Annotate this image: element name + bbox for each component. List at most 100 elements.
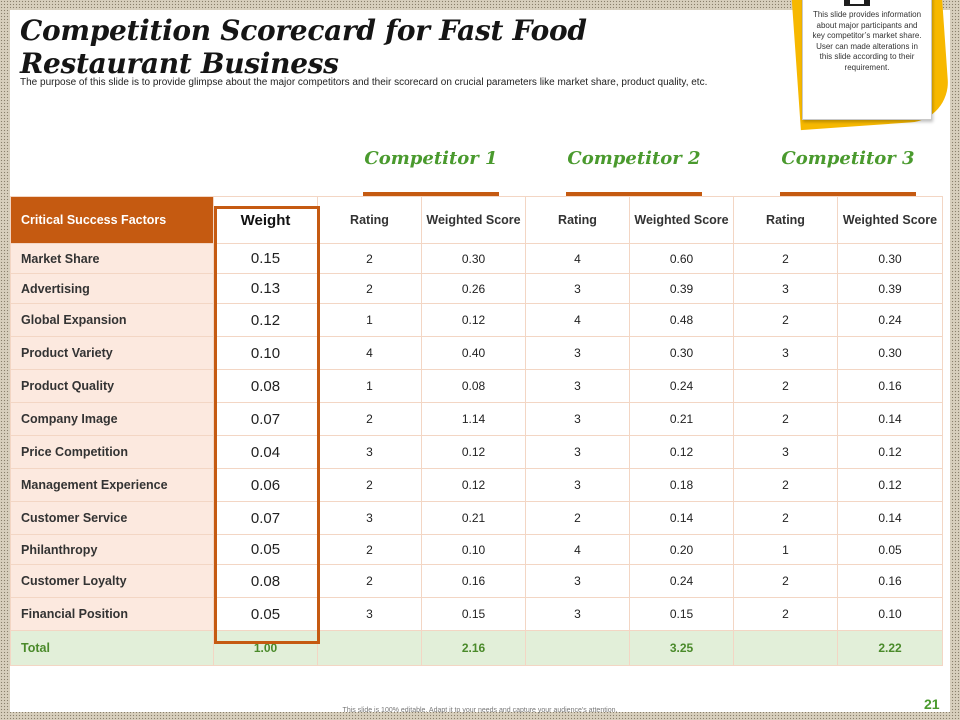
cell-rating-c2: 4: [525, 534, 630, 565]
cell-weighted-score-c3: 0.12: [837, 468, 943, 502]
competitor-1-heading: Competitor 1: [364, 148, 498, 169]
cell-factor: Company Image: [10, 402, 214, 436]
cell-factor: Financial Position: [10, 597, 214, 631]
cell-weighted-score-c3: 0.14: [837, 402, 943, 436]
cell-weighted-score-c2: 0.24: [629, 369, 734, 403]
table-row: Global Expansion 0.12 1 0.12 4 0.48 2 0.24: [10, 303, 943, 337]
binder-clip-icon: [844, 0, 870, 6]
cell-weighted-score-c1: 0.40: [421, 336, 526, 370]
cell-weighted-score-c1: 0.08: [421, 369, 526, 403]
total-cell-weight: 1.00: [213, 630, 318, 666]
cell-rating-c3: 2: [733, 501, 838, 535]
cell-rating-c3: 2: [733, 303, 838, 337]
cell-rating-c2: 4: [525, 303, 630, 337]
table-row: Market Share 0.15 2 0.30 4 0.60 2 0.30: [10, 243, 943, 274]
table-row: Management Experience 0.06 2 0.12 3 0.18 2 0.12: [10, 468, 943, 502]
competitor-3-heading: Competitor 3: [781, 148, 915, 169]
cell-weighted-score-c2: 0.24: [629, 564, 734, 598]
cell-weight: 0.10: [213, 336, 318, 370]
cell-factor: Advertising: [10, 273, 214, 304]
cell-rating-c1: 2: [317, 273, 422, 304]
cell-weighted-score-c3: 0.24: [837, 303, 943, 337]
sticky-note-paper: [802, 0, 932, 120]
total-cell-rating-c2: [525, 630, 630, 666]
cell-weight: 0.07: [213, 501, 318, 535]
cell-weight: 0.08: [213, 369, 318, 403]
cell-factor: Management Experience: [10, 468, 214, 502]
cell-rating-c3: 2: [733, 402, 838, 436]
cell-weighted-score-c2: 0.21: [629, 402, 734, 436]
cell-weight: 0.15: [213, 243, 318, 274]
cell-rating-c2: 3: [525, 336, 630, 370]
cell-rating-c3: 3: [733, 435, 838, 469]
competitor-3-underline: [780, 192, 916, 197]
competitor-2-heading: Competitor 2: [567, 148, 701, 169]
cell-weighted-score-c1: 0.16: [421, 564, 526, 598]
cell-factor: Customer Loyalty: [10, 564, 214, 598]
header-weight: Weight: [213, 196, 318, 244]
cell-weight: 0.05: [213, 534, 318, 565]
total-cell-weighted-score-c2: 3.25: [629, 630, 734, 666]
cell-weighted-score-c1: 0.30: [421, 243, 526, 274]
cell-factor: Philanthropy: [10, 534, 214, 565]
total-cell-weighted-score-c3: 2.22: [837, 630, 943, 666]
cell-rating-c2: 3: [525, 402, 630, 436]
weight-column-highlight: [214, 206, 320, 644]
header-weighted-score-c3: Weighted Score: [837, 196, 943, 244]
cell-weighted-score-c1: 0.12: [421, 435, 526, 469]
cell-weighted-score-c3: 0.30: [837, 243, 943, 274]
cell-rating-c3: 2: [733, 468, 838, 502]
sticky-note-text: This slide provides information about ma…: [812, 10, 922, 72]
table-row: Product Variety 0.10 4 0.40 3 0.30 3 0.30: [10, 336, 943, 370]
cell-weight: 0.07: [213, 402, 318, 436]
cell-rating-c2: 3: [525, 435, 630, 469]
cell-rating-c3: 2: [733, 243, 838, 274]
cell-weighted-score-c2: 0.15: [629, 597, 734, 631]
table-total-row: Total 1.00 2.16 3.25 2.22: [10, 630, 943, 666]
cell-weighted-score-c2: 0.39: [629, 273, 734, 304]
cell-rating-c1: 1: [317, 303, 422, 337]
cell-factor: Price Competition: [10, 435, 214, 469]
table-row: Financial Position 0.05 3 0.15 3 0.15 2 0.10: [10, 597, 943, 631]
cell-weighted-score-c3: 0.16: [837, 369, 943, 403]
cell-weighted-score-c1: 0.26: [421, 273, 526, 304]
header-critical-success-factors: Critical Success Factors: [10, 196, 214, 244]
cell-weighted-score-c3: 0.39: [837, 273, 943, 304]
cell-weighted-score-c3: 0.05: [837, 534, 943, 565]
table-row: Philanthropy 0.05 2 0.10 4 0.20 1 0.05: [10, 534, 943, 565]
cell-rating-c1: 3: [317, 597, 422, 631]
cell-rating-c2: 3: [525, 564, 630, 598]
cell-weighted-score-c2: 0.60: [629, 243, 734, 274]
header-rating-c2: Rating: [525, 196, 630, 244]
cell-factor: Market Share: [10, 243, 214, 274]
cell-rating-c2: 3: [525, 273, 630, 304]
cell-rating-c1: 3: [317, 501, 422, 535]
table-row: Product Quality 0.08 1 0.08 3 0.24 2 0.16: [10, 369, 943, 403]
cell-rating-c1: 2: [317, 402, 422, 436]
cell-rating-c2: 3: [525, 468, 630, 502]
cell-rating-c1: 3: [317, 435, 422, 469]
header-rating-c3: Rating: [733, 196, 838, 244]
table-header-row: Critical Success Factors Weight Rating W…: [10, 196, 943, 244]
cell-weighted-score-c2: 0.30: [629, 336, 734, 370]
cell-weighted-score-c2: 0.14: [629, 501, 734, 535]
cell-rating-c2: 2: [525, 501, 630, 535]
cell-rating-c1: 1: [317, 369, 422, 403]
sticky-note: This slide provides information about ma…: [791, 0, 951, 131]
page-number: 21: [924, 696, 940, 712]
cell-rating-c2: 4: [525, 243, 630, 274]
header-weighted-score-c2: Weighted Score: [629, 196, 734, 244]
cell-factor: Customer Service: [10, 501, 214, 535]
cell-weighted-score-c1: 0.10: [421, 534, 526, 565]
total-cell-weighted-score-c1: 2.16: [421, 630, 526, 666]
table-row: Customer Service 0.07 3 0.21 2 0.14 2 0.14: [10, 501, 943, 535]
cell-rating-c3: 2: [733, 597, 838, 631]
cell-factor: Product Variety: [10, 336, 214, 370]
table-row: Company Image 0.07 2 1.14 3 0.21 2 0.14: [10, 402, 943, 436]
table-row: Customer Loyalty 0.08 2 0.16 3 0.24 2 0.16: [10, 564, 943, 598]
competitor-2-underline: [566, 192, 702, 197]
cell-weighted-score-c1: 0.12: [421, 303, 526, 337]
cell-rating-c1: 4: [317, 336, 422, 370]
cell-weighted-score-c3: 0.10: [837, 597, 943, 631]
table-row: Price Competition 0.04 3 0.12 3 0.12 3 0.12: [10, 435, 943, 469]
